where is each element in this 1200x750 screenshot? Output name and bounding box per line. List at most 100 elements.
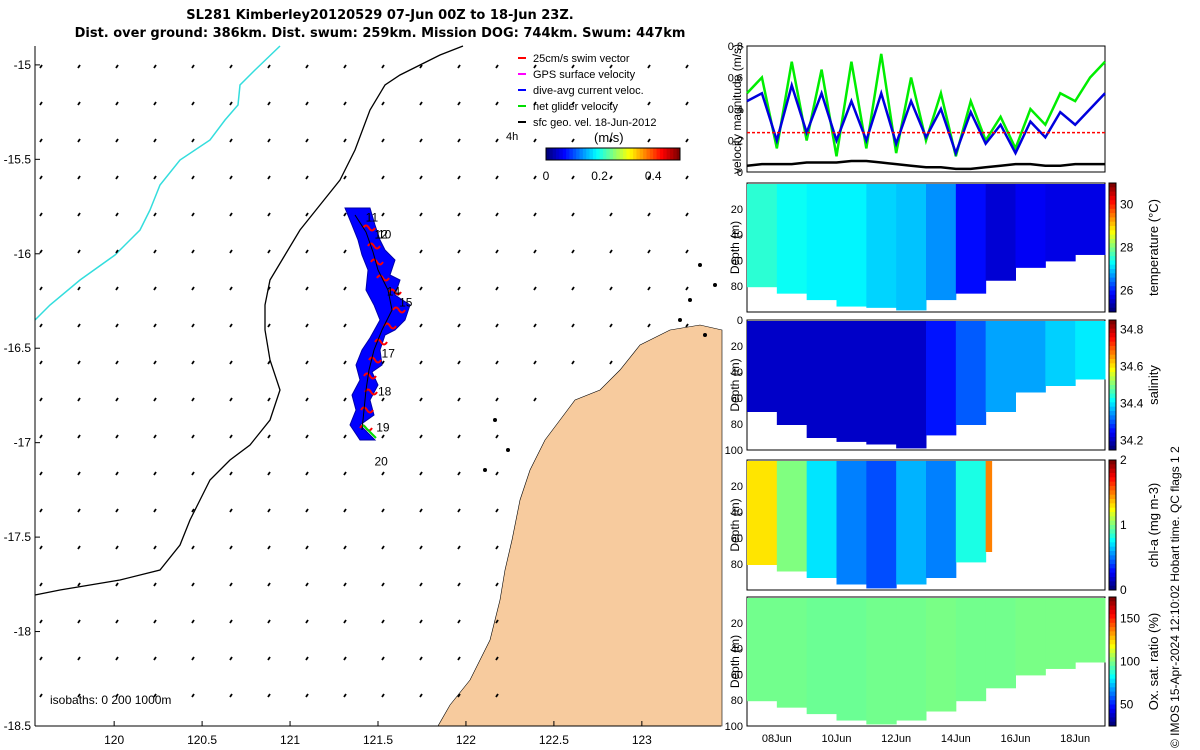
heat-cell [926,461,957,578]
velocity-arrow [115,138,119,143]
velocity-arrow [381,138,385,143]
colorbar-segment [1109,226,1116,231]
colorbar-segment [1109,406,1116,412]
velocity-arrow [153,434,157,439]
velocity-arrow [305,619,309,624]
map-colorbar-segment [676,148,681,160]
heat-cell [1075,321,1106,380]
velocity-arrow [343,545,347,550]
heat-cell [866,184,897,308]
heat-cell [776,321,808,425]
velocity-arrow [571,101,575,106]
velocity-arrow [115,286,119,291]
day-label-12: 12 [374,228,388,242]
colorbar-segment [1109,572,1116,578]
colorbar-frame [1108,319,1117,451]
velocity-arrow [609,64,613,69]
date-tick-label: 18Jun [1060,733,1090,745]
colorbar-segment [1109,460,1116,465]
velocity-arrow [609,101,613,106]
swim-vector-3 [376,274,390,282]
velocity-arrow [153,175,157,180]
map-colorbar-segment [609,148,614,160]
velocity-arrow [457,212,461,217]
map-colorbar-segment [623,148,627,160]
velocity-arrow [77,286,81,291]
colorbar-segment [1109,277,1116,283]
colorbar-segment [1109,324,1116,330]
colorbar-segment [1109,256,1116,261]
depth-ylabel: Depth (m) [728,358,742,411]
date-tick-label: 14Jun [941,733,971,745]
velocity-arrow [115,64,119,69]
velocity-arrow [381,619,385,624]
colorbar-segment [1109,333,1116,338]
velocity-arrow [609,249,613,254]
velocity-arrow [77,582,81,587]
velocity-arrow [229,656,233,661]
swim-vector-11 [360,406,374,414]
velocity-arrow [685,175,689,180]
velocity-arrow [229,508,233,513]
velocity-arrow [267,545,271,550]
colorbar-label: salinity [1146,365,1161,405]
colorbar-segment [1109,299,1116,304]
colorbar-segment [1109,503,1116,509]
colorbar-segment [1109,441,1116,447]
island-4 [703,333,707,337]
colorbar-segment [1109,191,1116,197]
velocity-ytick-label: 0.6 [728,73,743,85]
velocity-arrow [647,175,651,180]
heat-cell [985,461,993,552]
colorbar-segment [1109,320,1116,325]
colorbar-segment [1109,187,1116,193]
velocity-arrow [571,323,575,328]
heat-cell [896,461,927,585]
velocity-arrow [305,508,309,513]
colorbar-tick-label: 1 [1120,518,1127,532]
colorbar-segment [1109,468,1116,474]
velocity-arrow [647,138,651,143]
velocity-arrow [39,64,43,69]
heat-cell [836,598,867,721]
velocity-arrow [115,175,119,180]
velocity-arrow [533,360,537,365]
velocity-arrow [77,471,81,476]
colorbar-segment [1109,376,1116,382]
colorbar-segment [1109,648,1116,654]
glider-track-envelope [344,207,411,441]
velocity-ytick-label: 0.8 [728,41,743,53]
velocity-arrow [153,397,157,402]
swim-vector-9 [363,372,377,380]
velocity-arrow [229,101,233,106]
colorbar-segment [1109,609,1116,615]
colorbar-segment [1109,213,1116,218]
colorbar-segment [1109,494,1116,500]
colorbar-tick-label: 50 [1120,698,1134,712]
corner-label: 4h [506,131,518,143]
velocity-arrow [305,138,309,143]
velocity-arrow [153,545,157,550]
velocity-arrow [305,249,309,254]
velocity-arrow [381,434,385,439]
colorbar-label: Ox. sat. ratio (%) [1146,613,1161,711]
velocity-arrow [77,175,81,180]
velocity-arrow [115,101,119,106]
heat-cell [1075,184,1106,255]
depth-tick-label: 60 [731,393,743,405]
velocity-arrow [39,508,43,513]
map-xtick-label: 120 [104,733,124,747]
velocity-arrow [419,101,423,106]
velocity-arrow [495,656,499,661]
colorbar-segment [1109,635,1116,641]
heat-cell [747,598,778,702]
velocity-arrow [39,693,43,698]
heat-cell [806,598,837,715]
colorbar-segment [1109,507,1116,513]
colorbar-segment [1109,264,1116,270]
velocity-arrow [153,619,157,624]
velocity-arrow [381,693,385,698]
colorbar-segment [1109,577,1116,582]
colorbar-segment [1109,281,1116,287]
velocity-arrow [457,286,461,291]
